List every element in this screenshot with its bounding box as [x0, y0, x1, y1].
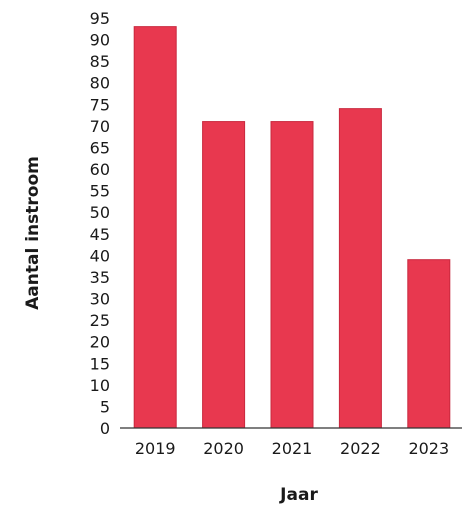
y-axis-title: Aantal instroom	[23, 156, 43, 310]
bar-2019	[133, 26, 177, 429]
bar-2023	[407, 259, 451, 429]
y-tick-label: 35	[90, 268, 110, 287]
y-tick-label: 85	[90, 52, 110, 71]
bar-2022	[338, 108, 382, 429]
y-tick-label: 10	[90, 376, 110, 395]
x-tick-label: 2021	[272, 439, 313, 458]
bars-group	[133, 26, 451, 429]
y-tick-label: 70	[90, 117, 110, 136]
y-tick-label: 75	[90, 95, 110, 114]
y-tick-label: 65	[90, 138, 110, 157]
y-tick-label: 60	[90, 160, 110, 179]
y-tick-label: 25	[90, 311, 110, 330]
y-tick-label: 80	[90, 74, 110, 93]
x-tick-label: 2022	[340, 439, 381, 458]
x-tick-label: 2020	[203, 439, 244, 458]
bar-2020	[202, 121, 246, 429]
y-tick-label: 15	[90, 354, 110, 373]
y-tick-label: 95	[90, 9, 110, 28]
y-tick-label: 55	[90, 182, 110, 201]
x-tick-label: 2023	[408, 439, 449, 458]
x-axis-title: Jaar	[279, 485, 318, 505]
y-axis-ticks: 0 5 10 15 20 25 30 35 40 45 50 55 60 65 70 75 80 85 90 95	[90, 9, 110, 438]
y-tick-label: 45	[90, 225, 110, 244]
bar-2021	[270, 121, 314, 429]
y-tick-label: 40	[90, 246, 110, 265]
x-axis-ticks: 2019 2020 2021 2022 2023	[135, 439, 449, 458]
y-tick-label: 90	[90, 31, 110, 50]
y-tick-label: 0	[100, 419, 110, 438]
y-tick-label: 50	[90, 203, 110, 222]
y-tick-label: 5	[100, 397, 110, 416]
y-tick-label: 20	[90, 333, 110, 352]
x-tick-label: 2019	[135, 439, 176, 458]
y-tick-label: 30	[90, 290, 110, 309]
